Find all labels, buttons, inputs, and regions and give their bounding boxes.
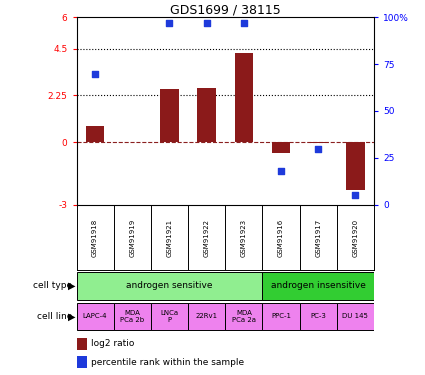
FancyBboxPatch shape	[337, 303, 374, 330]
Text: androgen sensitive: androgen sensitive	[126, 281, 213, 290]
Text: GSM91918: GSM91918	[92, 218, 98, 256]
Point	[203, 20, 210, 26]
Text: MDA
PCa 2b: MDA PCa 2b	[120, 310, 144, 323]
Bar	[309, 142, 328, 143]
Text: GSM91922: GSM91922	[204, 219, 210, 257]
Bar	[272, 142, 290, 153]
Bar	[76, 338, 87, 350]
Text: log2 ratio: log2 ratio	[91, 339, 135, 348]
Text: GSM91919: GSM91919	[129, 218, 135, 256]
Text: ▶: ▶	[68, 312, 76, 321]
Text: ▶: ▶	[68, 281, 76, 291]
Bar	[346, 142, 365, 190]
Title: GDS1699 / 38115: GDS1699 / 38115	[170, 3, 280, 16]
Text: DU 145: DU 145	[343, 314, 368, 320]
Text: cell type: cell type	[33, 281, 72, 290]
FancyBboxPatch shape	[262, 272, 374, 300]
Point	[352, 192, 359, 198]
Text: LAPC-4: LAPC-4	[83, 314, 108, 320]
FancyBboxPatch shape	[113, 303, 151, 330]
Point	[241, 20, 247, 26]
Point	[315, 146, 322, 152]
Text: GSM91923: GSM91923	[241, 219, 247, 257]
Text: GSM91917: GSM91917	[315, 218, 321, 256]
Text: LNCa
P: LNCa P	[160, 310, 178, 323]
FancyBboxPatch shape	[225, 303, 262, 330]
FancyBboxPatch shape	[188, 303, 225, 330]
Text: percentile rank within the sample: percentile rank within the sample	[91, 358, 244, 367]
Point	[92, 70, 99, 76]
Bar	[197, 88, 216, 142]
Text: MDA
PCa 2a: MDA PCa 2a	[232, 310, 256, 323]
Text: 22Rv1: 22Rv1	[196, 314, 218, 320]
Text: PC-3: PC-3	[310, 314, 326, 320]
Text: GSM91916: GSM91916	[278, 218, 284, 256]
Text: GSM91921: GSM91921	[167, 219, 173, 257]
Bar	[86, 126, 105, 142]
FancyBboxPatch shape	[76, 303, 113, 330]
Bar	[160, 89, 179, 142]
FancyBboxPatch shape	[300, 303, 337, 330]
FancyBboxPatch shape	[76, 272, 262, 300]
Text: cell line: cell line	[37, 312, 72, 321]
FancyBboxPatch shape	[262, 303, 300, 330]
FancyBboxPatch shape	[151, 303, 188, 330]
Text: GSM91920: GSM91920	[352, 219, 358, 257]
Text: PPC-1: PPC-1	[271, 314, 291, 320]
Point	[166, 20, 173, 26]
Bar	[235, 53, 253, 142]
Point	[278, 168, 284, 174]
Text: androgen insensitive: androgen insensitive	[271, 281, 366, 290]
Bar	[76, 356, 87, 368]
